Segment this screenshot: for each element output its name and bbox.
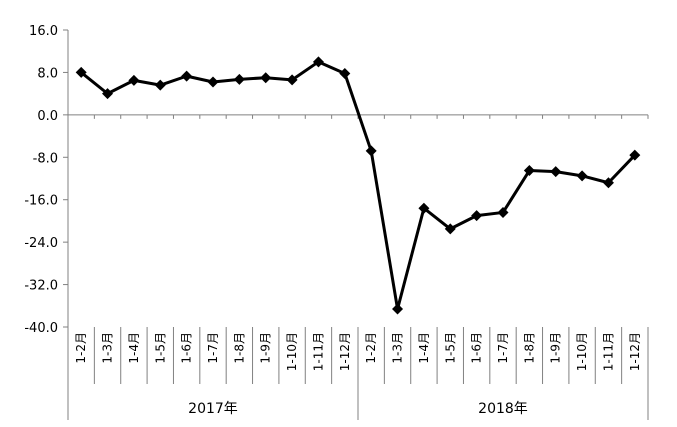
x-tick-label: 1-10月 xyxy=(285,332,299,371)
x-tick-label: 1-9月 xyxy=(259,332,273,364)
x-tick-label: 1-4月 xyxy=(417,332,431,364)
x-tick-label: 1-5月 xyxy=(153,332,167,364)
data-point-marker xyxy=(286,74,298,86)
x-tick-label: 1-7月 xyxy=(206,332,220,364)
x-tick-label: 1-6月 xyxy=(470,332,484,364)
data-point-marker xyxy=(629,149,641,161)
y-axis: 16.0 8.0 0.0 -8.0 -16.0 -24.0 -32.0 -40.0 xyxy=(24,24,69,336)
x-tick-label: 1-3月 xyxy=(391,332,405,364)
x-tick-label: 1-2月 xyxy=(364,332,378,364)
x-tick-label: 1-10月 xyxy=(575,332,589,371)
data-point-marker xyxy=(497,206,509,218)
x-tick-label: 1-5月 xyxy=(443,332,457,364)
x-tick-label: 1-7月 xyxy=(496,332,510,364)
series-layer xyxy=(75,56,641,315)
data-point-marker xyxy=(602,177,614,189)
x-axis xyxy=(67,114,649,384)
y-tick-label: -16.0 xyxy=(24,194,58,209)
y-tick-label: -32.0 xyxy=(24,279,58,294)
data-point-marker xyxy=(128,74,140,86)
x-tick-label: 1-4月 xyxy=(127,332,141,364)
x-tick-label: 1-6月 xyxy=(180,332,194,364)
x-group-label: 2018年 xyxy=(478,401,528,417)
data-point-marker xyxy=(523,165,535,177)
series-line xyxy=(80,60,636,311)
x-tick-label: 1-11月 xyxy=(311,332,325,371)
y-tick-label: 16.0 xyxy=(29,24,58,39)
x-tick-label: 1-11月 xyxy=(601,332,615,371)
category-labels: 1-2月 1-3月 1-4月 1-5月 1-6月 1-7月 1-8月 1-9月 1-10月 1-1… xyxy=(74,332,642,371)
y-tick-label: -8.0 xyxy=(33,151,58,166)
x-group-label: 2017年 xyxy=(188,401,238,417)
data-point-marker xyxy=(576,170,588,182)
x-tick-label: 1-12月 xyxy=(338,332,352,371)
group-labels: 2017年 2018年 xyxy=(67,327,649,420)
data-point-marker xyxy=(339,67,351,79)
data-point-marker xyxy=(75,66,87,78)
data-point-marker xyxy=(181,70,193,82)
y-tick-label: -40.0 xyxy=(24,321,58,336)
data-point-marker xyxy=(418,202,430,214)
x-tick-label: 1-8月 xyxy=(522,332,536,364)
data-point-marker xyxy=(233,73,245,85)
data-point-marker xyxy=(444,223,456,235)
data-point-marker xyxy=(154,79,166,91)
data-point-marker xyxy=(207,76,219,88)
data-point-marker xyxy=(392,303,404,315)
data-point-marker xyxy=(471,210,483,222)
x-tick-label: 1-2月 xyxy=(74,332,88,364)
x-tick-label: 1-3月 xyxy=(101,332,115,364)
data-point-marker xyxy=(550,166,562,178)
x-tick-label: 1-12月 xyxy=(628,332,642,371)
y-tick-label: 8.0 xyxy=(37,66,58,81)
x-tick-label: 1-8月 xyxy=(232,332,246,364)
x-tick-label: 1-9月 xyxy=(549,332,563,364)
y-tick-label: 0.0 xyxy=(37,109,58,124)
data-point-marker xyxy=(102,88,114,100)
data-point-marker xyxy=(365,145,377,157)
data-point-marker xyxy=(260,72,272,84)
data-point-marker xyxy=(312,56,324,68)
y-tick-label: -24.0 xyxy=(24,236,58,251)
